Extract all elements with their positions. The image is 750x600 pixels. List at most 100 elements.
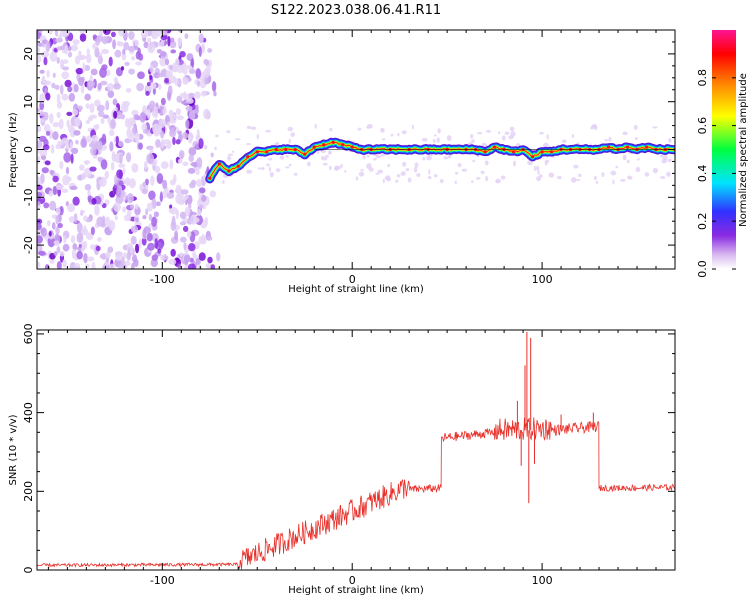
spectrogram-noise-cell	[659, 154, 664, 158]
spectrogram-noise-cell	[87, 116, 93, 122]
spectrogram-noise-cell	[400, 171, 406, 176]
spectrogram-noise-cell	[37, 155, 41, 164]
spectrogram-noise-cell	[204, 76, 208, 85]
spectrogram-noise-cell	[158, 118, 167, 128]
spectrogram-noise-cell	[117, 140, 124, 147]
spectrogram-noise-cell	[360, 169, 364, 172]
spectrogram-noise-cell	[322, 162, 328, 166]
spectrogram-noise-cell	[172, 136, 176, 146]
spectrogram-ridge-point	[208, 176, 212, 180]
spectrogram-noise-cell	[644, 172, 650, 177]
spectrogram-noise-cell	[470, 134, 474, 139]
spectrogram-noise-cell	[97, 110, 105, 118]
spectrogram-noise-cell	[159, 51, 167, 57]
spectrogram-noise-cell	[119, 153, 123, 165]
spectrogram-noise-cell	[234, 138, 241, 141]
spectrogram-noise-cell	[457, 163, 462, 168]
spectrogram-noise-cell	[604, 139, 609, 142]
spectrogram-noise-cell	[422, 157, 426, 161]
spectrogram-noise-cell	[146, 82, 151, 87]
spectrogram-noise-cell	[183, 241, 187, 250]
spectrogram-noise-cell	[634, 136, 638, 141]
spectrogram-noise-cell	[96, 35, 104, 42]
snr-x-tick-label: -100	[150, 574, 175, 587]
spectrogram-noise-cell	[86, 256, 95, 262]
spectrogram-noise-cell	[170, 248, 176, 257]
spectrogram-noise-cell	[121, 52, 127, 61]
snr-y-tick-label: 400	[22, 402, 35, 423]
spectrogram-noise-cell	[48, 230, 52, 237]
spectrogram-noise-cell	[113, 83, 122, 90]
spectrogram-noise-cell	[501, 135, 506, 141]
spectrogram-noise-cell	[198, 138, 204, 149]
spectrogram-noise-cell	[500, 175, 506, 180]
spectrogram-noise-cell	[265, 129, 271, 133]
spectrogram-noise-cell	[69, 262, 77, 269]
spectrogram-y-tick-label: -10	[22, 188, 35, 206]
spectrogram-noise-cell	[539, 131, 544, 135]
spectrogram-noise-cell	[124, 138, 132, 144]
spectrogram-noise-cell	[601, 172, 605, 178]
spectrogram-noise-cell	[105, 69, 111, 77]
spectrogram-noise-cell	[83, 215, 88, 222]
spectrogram-noise-cell	[150, 258, 158, 268]
spectrogram-noise-cell	[288, 163, 292, 167]
spectrogram-noise-cell	[143, 161, 148, 170]
spectrogram-noise-cell	[662, 154, 668, 161]
spectrogram-noise-cell	[118, 180, 124, 186]
spectrogram-noise-cell	[615, 165, 619, 169]
spectrogram-noise-cell	[446, 135, 452, 142]
spectrogram-noise-cell	[175, 108, 181, 116]
spectrogram-noise-cell	[454, 171, 459, 175]
spectrogram-noise-cell	[163, 189, 167, 199]
spectrogram-noise-cell	[387, 163, 391, 168]
spectrogram-noise-cell	[287, 126, 293, 132]
spectrogram-noise-cell	[210, 264, 216, 269]
spectrogram-noise-cell	[107, 90, 115, 99]
spectrogram-noise-cell	[185, 105, 193, 112]
spectrogram-noise-cell	[102, 30, 111, 36]
spectrogram-noise-cell	[215, 134, 219, 138]
spectrogram-noise-cell	[59, 160, 64, 170]
spectrogram-noise-cell	[114, 174, 118, 186]
spectrogram-noise-cell	[622, 157, 627, 161]
spectrogram-noise-cell	[185, 194, 189, 200]
spectrogram-noise-cell	[386, 177, 391, 182]
spectrogram-noise-cell	[173, 174, 177, 184]
spectrogram-noise-cell	[122, 100, 130, 107]
spectrogram-ridge-point	[350, 145, 354, 149]
spectrogram-noise-cell	[515, 143, 521, 147]
spectrogram-noise-cell	[58, 118, 64, 130]
spectrogram-noise-cell	[38, 111, 45, 117]
spectrogram-x-tick-label: 0	[349, 273, 356, 286]
spectrogram-noise-cell	[115, 251, 123, 262]
spectrogram-noise-cell	[179, 211, 187, 220]
spectrogram-noise-cell	[548, 172, 554, 178]
spectrogram-noise-cell	[56, 111, 61, 119]
spectrogram-noise-cell	[44, 264, 50, 269]
spectrogram-noise-cell	[336, 165, 342, 170]
spectrogram-noise-cell	[405, 168, 410, 172]
spectrogram-noise-cell	[475, 177, 481, 180]
spectrogram-noise-cell	[78, 30, 86, 34]
spectrogram-noise-cell	[84, 183, 92, 191]
spectrogram-noise-cell	[246, 143, 251, 146]
spectrogram-noise-cell	[433, 174, 438, 178]
spectrogram-noise-cell	[176, 95, 183, 103]
spectrogram-noise-cell	[143, 41, 149, 49]
spectrogram-noise-cell	[612, 179, 615, 185]
spectrogram-noise-cell	[108, 220, 116, 231]
spectrogram-noise-cell	[411, 124, 414, 130]
spectrogram-noise-cell	[78, 50, 82, 57]
spectrogram-noise-cell	[108, 246, 114, 253]
spectrogram-noise-cell	[69, 185, 78, 190]
colorbar-ticks: 0.0 0.2 0.4 0.6 0.8	[696, 69, 736, 278]
spectrogram-noise-cell	[344, 169, 347, 173]
spectrogram-noise-cell	[211, 81, 217, 92]
spectrogram-noise-cell	[55, 207, 61, 215]
colorbar-label: Normalized spectral amplitude	[738, 73, 749, 227]
spectrogram-noise-cell	[88, 143, 94, 148]
spectrogram-noise-cell	[146, 153, 155, 165]
spectrogram-noise-cell	[79, 164, 85, 171]
